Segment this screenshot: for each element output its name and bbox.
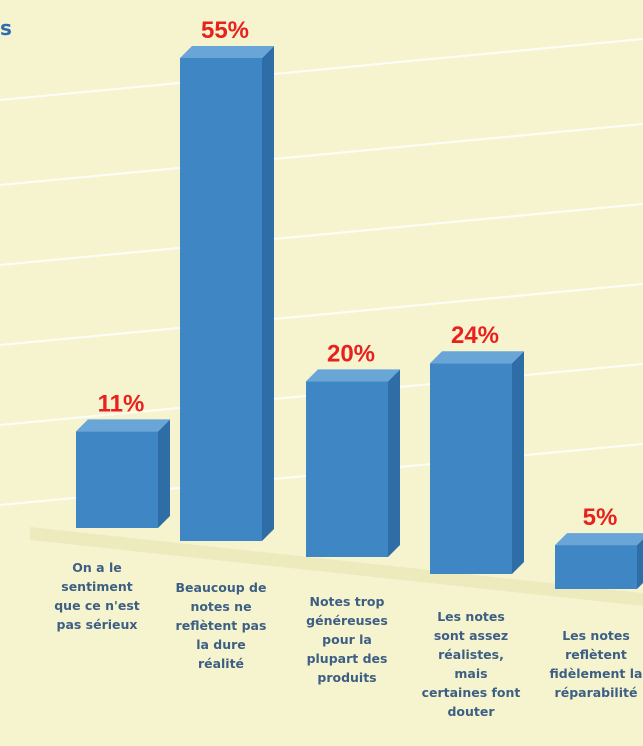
- bar-top: [306, 369, 400, 382]
- category-label: Beaucoup de notes ne reflètent pas la dure r…: [158, 578, 284, 673]
- bar-top: [430, 351, 524, 364]
- category-label-line: sentiment: [61, 579, 133, 594]
- gridline: [0, 37, 643, 101]
- bar: [180, 58, 262, 541]
- category-label-line: Les notes: [562, 628, 630, 643]
- bar-side: [637, 539, 643, 589]
- category-label-line: douter: [447, 704, 495, 719]
- category-label-line: Les notes: [437, 609, 505, 624]
- data-label: 5%: [583, 504, 618, 531]
- bar: [306, 381, 388, 557]
- chart-title-fragment: s: [0, 16, 12, 40]
- bar-top: [76, 419, 170, 432]
- category-label-line: réparabilité: [554, 685, 638, 700]
- category-label-line: sont assez: [433, 628, 509, 643]
- category-label: Les notes reflètent fidèlement la réparabil…: [533, 626, 643, 702]
- category-label-line: produits: [317, 670, 377, 685]
- category-label: Notes trop généreuses pour la plupart des pr…: [284, 592, 410, 687]
- category-label-line: On a le: [72, 560, 122, 575]
- data-label: 20%: [327, 340, 375, 367]
- category-label-line: pour la: [322, 632, 372, 647]
- category-label-line: pas sérieux: [56, 617, 138, 632]
- bar-top: [555, 533, 643, 546]
- category-label-line: réalistes,: [438, 647, 504, 662]
- category-label-line: réalité: [197, 656, 245, 671]
- gridline: [0, 282, 643, 346]
- gridline: [0, 202, 643, 266]
- category-label-line: que ce n'est: [54, 598, 140, 613]
- category-label: On a le sentiment que ce n'est pas sérieux: [34, 558, 160, 634]
- category-label-line: Beaucoup de: [175, 580, 267, 595]
- bar: [76, 431, 158, 528]
- category-label-line: généreuses: [306, 613, 388, 628]
- chart-floor: [30, 527, 643, 606]
- bar: [430, 363, 512, 574]
- bar: [555, 545, 637, 589]
- category-label-line: certaines font: [421, 685, 521, 700]
- category-label-line: notes ne: [190, 599, 252, 614]
- bar-side: [512, 351, 524, 574]
- category-label-line: fidèlement la: [549, 666, 643, 681]
- category-label-line: plupart des: [306, 651, 388, 666]
- category-label-line: mais: [454, 666, 488, 681]
- category-label-line: la dure: [196, 637, 246, 652]
- data-label: 11%: [98, 390, 145, 417]
- gridline: [0, 122, 643, 186]
- category-label-line: reflètent: [565, 647, 627, 662]
- bar-side: [158, 419, 170, 528]
- bar-side: [262, 46, 274, 541]
- data-label: 24%: [451, 322, 499, 349]
- category-label: Les notes sont assez réalistes, mais certain…: [408, 607, 534, 721]
- bar-side: [388, 369, 400, 557]
- bar-top: [180, 46, 274, 58]
- category-label-line: Notes trop: [309, 594, 385, 609]
- category-label-line: reflètent pas: [175, 618, 267, 633]
- data-label: 55%: [201, 17, 249, 44]
